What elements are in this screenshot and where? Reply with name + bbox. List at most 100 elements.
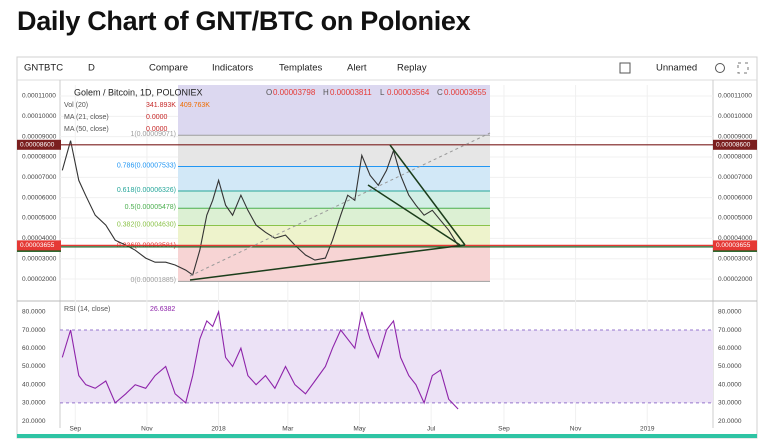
y-tick-label: 40.0000 bbox=[22, 381, 46, 388]
fib-zone bbox=[178, 191, 490, 209]
fullscreen-icon[interactable] bbox=[737, 62, 749, 74]
last-price-tag-label: 0.00003655 bbox=[20, 242, 55, 249]
y-tick-label: 0.00010000 bbox=[718, 113, 753, 120]
x-tick-label: Mar bbox=[282, 426, 294, 433]
fib-label: 0.236(0.00003581) bbox=[117, 243, 176, 250]
interval[interactable]: D bbox=[88, 63, 95, 74]
y-tick-label: 50.0000 bbox=[22, 363, 46, 370]
fib-top-zone bbox=[178, 85, 490, 136]
fib-zone bbox=[178, 166, 490, 192]
x-tick-label: Nov bbox=[570, 426, 582, 433]
last-price-tag-label: 0.00003655 bbox=[716, 242, 751, 249]
rsi-band bbox=[60, 330, 713, 403]
x-tick-label: 2019 bbox=[640, 426, 655, 433]
toolbar-button[interactable]: Replay bbox=[397, 63, 427, 74]
fib-label: 0.618(0.00006326) bbox=[117, 187, 176, 194]
page-title: Daily Chart of GNT/BTC on Poloniex bbox=[17, 6, 471, 36]
y-tick-label: 0.00007000 bbox=[22, 174, 57, 181]
settings-icon[interactable] bbox=[715, 63, 725, 73]
toolbar-button[interactable]: Indicators bbox=[212, 63, 253, 74]
ohlc-value: 0.00003564 bbox=[387, 88, 430, 97]
drawings bbox=[189, 132, 491, 281]
trendline bbox=[367, 184, 461, 246]
plot-area: 1(0.00009071) 0.786(0.00007533) 0.618(0.00… bbox=[60, 85, 713, 428]
ohlc-label: L bbox=[380, 88, 385, 97]
study-name: Vol (20) bbox=[64, 102, 88, 109]
x-tick-label: 2018 bbox=[211, 426, 226, 433]
ohlc-value: 0.00003655 bbox=[444, 88, 487, 97]
y-tick-label: 0.00007000 bbox=[718, 174, 753, 181]
y-tick-label: 0.00003000 bbox=[718, 255, 753, 262]
last-price-tag bbox=[17, 240, 61, 251]
hline-tag-label: 0.00008600 bbox=[716, 142, 751, 149]
x-tick-label: Sep bbox=[69, 426, 81, 433]
y-tick-label: 20.0000 bbox=[718, 418, 742, 425]
y-tick-label: 0.00009000 bbox=[22, 133, 57, 140]
legend-name: Golem / Bitcoin, 1D, POLONIEX bbox=[74, 87, 203, 97]
study-name: RSI (14, close) bbox=[64, 306, 110, 313]
series-line bbox=[61, 140, 459, 276]
x-tick-label: Sep bbox=[498, 426, 510, 433]
x-tick-label: May bbox=[353, 426, 366, 433]
y-tick-label: 0.00009000 bbox=[718, 133, 753, 140]
fib-label: 0.382(0.00004630) bbox=[117, 221, 176, 228]
last-price-tag bbox=[713, 240, 757, 251]
y-tick-label: 0.00005000 bbox=[22, 215, 57, 222]
y-tick-label: 0.00008000 bbox=[22, 154, 57, 161]
symbol[interactable]: GNTBTC bbox=[24, 63, 63, 74]
y-tick-label: 40.0000 bbox=[718, 381, 742, 388]
trendline bbox=[189, 244, 466, 281]
x-tick-label: Jul bbox=[427, 426, 436, 433]
y-tick-label: 60.0000 bbox=[22, 345, 46, 352]
ohlc-label: H bbox=[323, 88, 329, 97]
y-tick-label: 0.00006000 bbox=[22, 194, 57, 201]
y-tick-label: 0.00002000 bbox=[22, 276, 57, 283]
study-name: MA (21, close) bbox=[64, 114, 109, 121]
y-tick-label: 30.0000 bbox=[718, 400, 742, 407]
fib-zone bbox=[178, 135, 490, 167]
hline-tag-label: 0.00008600 bbox=[20, 142, 55, 149]
y-tick-label: 80.0000 bbox=[718, 309, 742, 316]
y-tick-label: 0.00011000 bbox=[718, 93, 752, 100]
fib-zone bbox=[178, 208, 490, 226]
y-tick-label: 0.00004000 bbox=[718, 235, 753, 242]
layout-name[interactable]: Unnamed bbox=[656, 63, 697, 74]
y-tick-label: 0.00005000 bbox=[718, 215, 753, 222]
y-tick-label: 0.00006000 bbox=[718, 194, 753, 201]
ohlc-value: 0.00003798 bbox=[273, 88, 316, 97]
series-line bbox=[61, 309, 459, 410]
ohlc-value: 0.00003811 bbox=[330, 88, 372, 97]
fib-label: 0.786(0.00007533) bbox=[117, 162, 176, 169]
y-tick-label: 0.00011000 bbox=[22, 93, 56, 100]
y-tick-label: 70.0000 bbox=[22, 327, 46, 334]
y-tick-label: 20.0000 bbox=[22, 418, 46, 425]
y-tick-label: 0.00008000 bbox=[718, 154, 753, 161]
bottom-bar bbox=[17, 434, 757, 438]
y-tick-label: 80.0000 bbox=[22, 309, 46, 316]
fib-label: 1(0.00009071) bbox=[130, 131, 176, 138]
y-tick-label: 50.0000 bbox=[718, 363, 742, 370]
y-tick-label: 60.0000 bbox=[718, 345, 742, 352]
checkbox-icon[interactable] bbox=[619, 62, 631, 74]
y-tick-label: 0.00002000 bbox=[718, 276, 753, 283]
study-name: MA (50, close) bbox=[64, 126, 109, 133]
y-tick-label: 70.0000 bbox=[718, 327, 742, 334]
ohlc-label: C bbox=[437, 88, 443, 97]
study-value: 409.763K bbox=[180, 102, 210, 109]
fib-label: 0.5(0.00005478) bbox=[125, 204, 176, 211]
y-tick-label: 0.00010000 bbox=[22, 113, 57, 120]
y-tick-label: 0.00003000 bbox=[22, 255, 57, 262]
toolbar-button[interactable]: Alert bbox=[347, 63, 367, 74]
study-value: 0.0000 bbox=[146, 126, 168, 133]
fib-label: 0(0.00001885) bbox=[130, 277, 176, 284]
trend-dashed bbox=[189, 132, 491, 277]
toolbar-button[interactable]: Templates bbox=[279, 63, 323, 74]
hline-tag bbox=[17, 139, 61, 150]
y-tick-label: 0.00004000 bbox=[22, 235, 57, 242]
x-tick-label: Nov bbox=[141, 426, 153, 433]
hline-tag bbox=[713, 139, 757, 150]
toolbar-button[interactable]: Compare bbox=[149, 63, 188, 74]
trendline bbox=[389, 144, 466, 246]
